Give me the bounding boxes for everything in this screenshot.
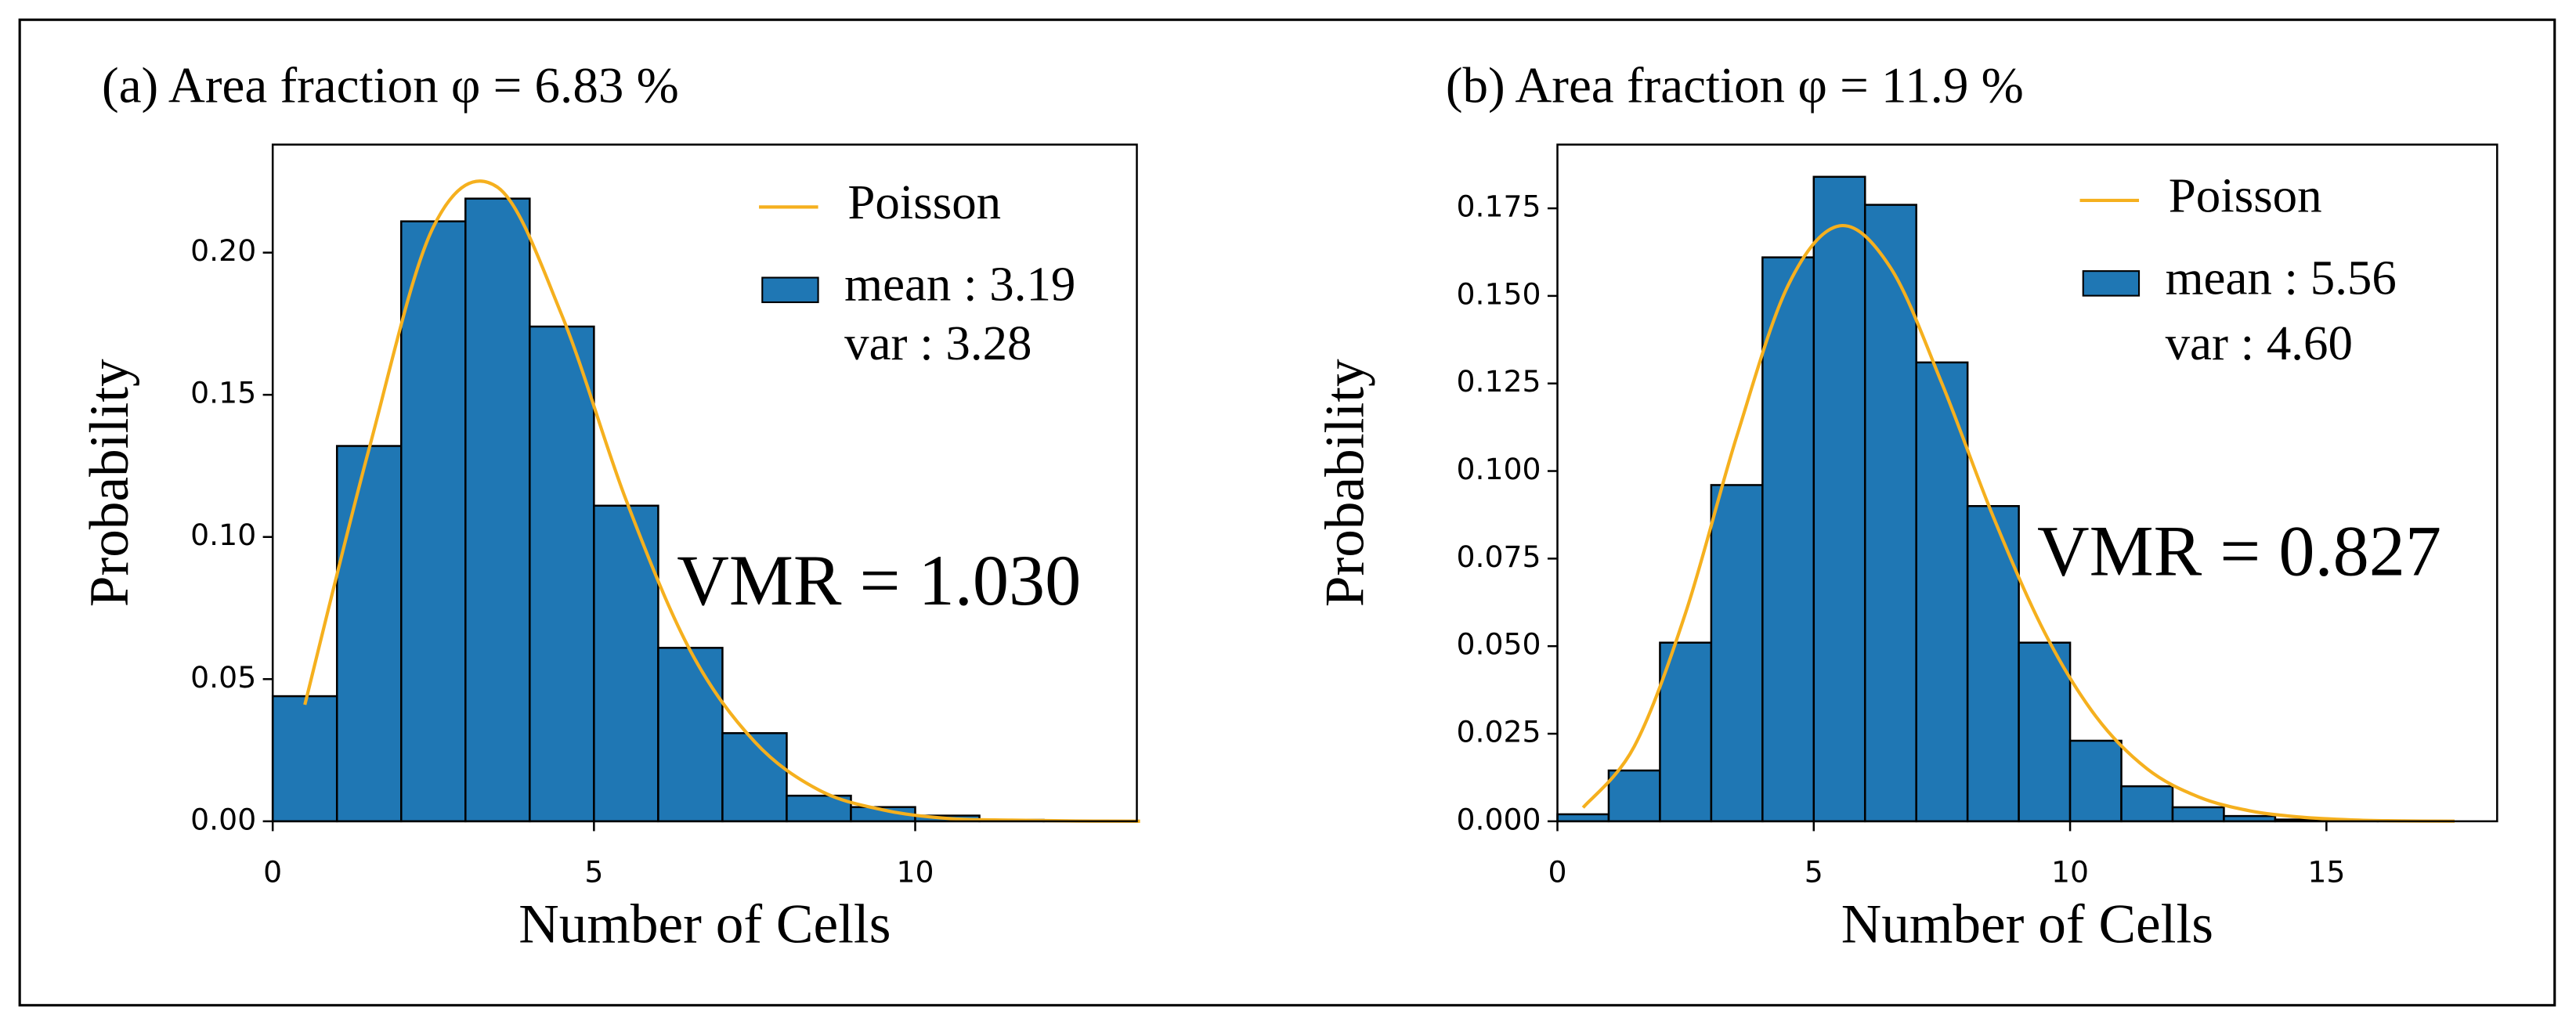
legend-patch: [761, 276, 819, 304]
x-tick-label: 0: [1548, 854, 1566, 889]
y-tick-label: 0.100: [1456, 452, 1541, 486]
histogram-bar: [1659, 641, 1713, 823]
histogram-bar: [1761, 256, 1815, 823]
poisson-curve: [303, 179, 1140, 823]
y-tick-label: 0.050: [1456, 627, 1541, 662]
poisson-curve: [1581, 224, 2455, 823]
histogram-bar: [2120, 785, 2174, 823]
annotation: VMR = 1.030: [677, 540, 1081, 620]
y-tick-label: 0.10: [190, 518, 256, 552]
chart-title: (a) Area fraction φ = 6.83 %: [102, 57, 679, 114]
histogram-bar: [1812, 175, 1866, 823]
y-tick-label: 0.15: [190, 376, 256, 410]
histogram-bar: [335, 445, 403, 823]
chart-title: (b) Area fraction φ = 11.9 %: [1446, 57, 2024, 114]
x-tick-label: 15: [2307, 854, 2345, 889]
histogram-bar: [2018, 641, 2072, 823]
x-tick-label: 0: [263, 854, 282, 889]
x-tick-label: 10: [896, 854, 934, 889]
axes-frame: [1556, 143, 2498, 823]
y-tick-label: 0.175: [1456, 189, 1541, 224]
y-tick-label: 0.00: [190, 802, 256, 836]
histogram-bar: [529, 325, 595, 823]
histogram-bar: [2068, 739, 2123, 823]
histogram-bar: [593, 504, 659, 823]
x-axis-label: Number of Cells: [518, 893, 891, 955]
histogram-bar: [657, 647, 724, 823]
histogram-bar: [1607, 769, 1661, 823]
histogram-bar: [1556, 813, 1610, 823]
y-tick-label: 0.05: [190, 660, 256, 695]
y-tick-label: 0.150: [1456, 276, 1541, 311]
x-tick-label: 5: [584, 854, 603, 889]
y-tick-label: 0.000: [1456, 802, 1541, 836]
legend-note: var : 3.28: [844, 316, 1031, 370]
axes-frame: [271, 143, 1138, 823]
x-axis-label: Number of Cells: [1841, 893, 2213, 955]
legend-label: mean : 3.19: [844, 257, 1075, 312]
histogram-bar: [1710, 484, 1764, 823]
y-axis-label: Probability: [78, 359, 140, 607]
histogram-bar: [464, 197, 531, 823]
histogram-bar: [1966, 505, 2020, 823]
legend-patch: [2082, 270, 2141, 297]
histogram-bar: [271, 695, 338, 823]
legend-note: var : 4.60: [2166, 316, 2353, 370]
histogram-bar: [400, 220, 467, 823]
y-tick-label: 0.025: [1456, 715, 1541, 749]
legend-label: mean : 5.56: [2166, 250, 2397, 305]
legend-label: Poisson: [847, 175, 1001, 229]
y-tick-label: 0.125: [1456, 364, 1541, 399]
annotation: VMR = 0.827: [2037, 511, 2441, 590]
histogram-bar: [1863, 204, 1917, 823]
y-axis-label: Probability: [1314, 359, 1376, 607]
legend-label: Poisson: [2169, 168, 2322, 222]
histogram-bar: [721, 732, 788, 823]
x-tick-label: 10: [2051, 854, 2089, 889]
y-tick-label: 0.075: [1456, 540, 1541, 574]
y-tick-label: 0.20: [190, 233, 256, 268]
x-tick-label: 5: [1805, 854, 1823, 889]
histogram-bar: [2171, 806, 2225, 823]
